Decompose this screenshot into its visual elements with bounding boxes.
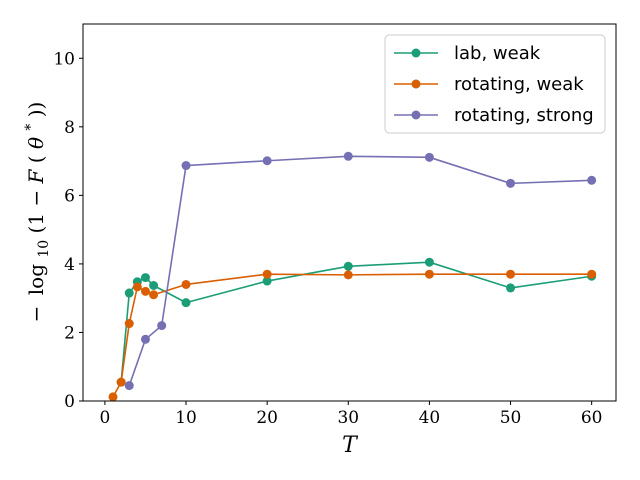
- data-point-rotating-strong: [587, 175, 597, 185]
- x-tick-label: 60: [581, 408, 603, 428]
- svg-text:− log 10 (1: − log 10 (1 − F ( θ * )): [16, 102, 53, 323]
- y-tick-label: 6: [64, 186, 75, 206]
- data-point-rotating-weak: [181, 279, 191, 289]
- y-tick-label: 10: [53, 49, 75, 69]
- data-point-rotating-weak: [587, 269, 597, 279]
- legend: lab, weak rotating, weak rotating, stron…: [384, 34, 606, 134]
- data-point-rotating-weak: [343, 270, 353, 280]
- data-point-rotating-strong: [424, 152, 434, 162]
- legend-label-lab-weak: lab, weak: [454, 43, 541, 64]
- data-point-rotating-weak: [140, 286, 150, 296]
- x-tick-label: 20: [256, 408, 278, 428]
- legend-label-rotating-strong: rotating, strong: [454, 105, 594, 126]
- x-tick-label: 40: [419, 408, 441, 428]
- y-tick-label: 4: [64, 255, 75, 275]
- data-point-lab-weak: [506, 283, 516, 293]
- data-point-lab-weak: [181, 298, 191, 308]
- x-tick-label: 10: [175, 408, 197, 428]
- data-point-lab-weak: [343, 261, 353, 271]
- y-label-open: (: [24, 155, 48, 163]
- series-line-rotating-weak: [112, 273, 592, 398]
- y-axis-ticks: 0 2 4 6 8 10: [53, 49, 83, 412]
- data-point-rotating-strong: [506, 178, 516, 188]
- data-point-rotating-weak: [424, 269, 434, 279]
- data-point-lab-weak: [262, 276, 272, 286]
- data-point-rotating-strong: [124, 381, 134, 391]
- legend-label-rotating-weak: rotating, weak: [454, 74, 584, 95]
- legend-marker-rotating-weak: [411, 79, 421, 89]
- y-tick-label: 2: [64, 323, 75, 343]
- legend-item-lab-weak: lab, weak: [394, 43, 541, 64]
- data-point-rotating-strong: [140, 334, 150, 344]
- legend-item-rotating-weak: rotating, weak: [394, 74, 584, 95]
- data-point-rotating-weak: [262, 269, 272, 279]
- data-point-lab-weak: [149, 281, 159, 291]
- x-tick-label: 50: [500, 408, 522, 428]
- plot-markers: [108, 151, 597, 402]
- x-axis-label: T: [342, 433, 359, 458]
- y-label-log: log: [24, 264, 48, 295]
- y-label-minus: −: [24, 306, 48, 323]
- legend-marker-rotating-strong: [411, 110, 421, 120]
- data-point-rotating-strong: [181, 161, 191, 171]
- data-point-rotating-strong: [262, 156, 272, 166]
- data-point-lab-weak: [140, 273, 150, 283]
- legend-item-rotating-strong: rotating, strong: [394, 105, 594, 126]
- legend-marker-lab-weak: [411, 48, 421, 58]
- x-tick-label: 30: [337, 408, 359, 428]
- y-label-mid: (1 −: [24, 183, 48, 233]
- y-label-close: )): [24, 102, 48, 118]
- axes-frame: [82, 23, 617, 402]
- data-point-lab-weak: [124, 288, 134, 298]
- data-point-rotating-weak: [132, 282, 142, 292]
- y-label-sub: 10: [36, 240, 52, 258]
- legend-box: [384, 34, 606, 134]
- data-point-rotating-weak: [124, 319, 134, 329]
- x-tick-label: 0: [99, 408, 110, 428]
- data-point-rotating-weak: [116, 377, 126, 387]
- data-point-rotating-weak: [108, 392, 118, 402]
- x-axis-ticks: 0 10 20 30 40 50 60: [99, 401, 602, 428]
- y-label-theta: θ: [24, 137, 48, 149]
- data-point-rotating-weak: [149, 290, 159, 300]
- y-label-star: *: [23, 124, 39, 131]
- y-label-f: F: [24, 168, 48, 184]
- y-axis-label: − log 10 (1 − F ( θ * )): [16, 102, 53, 323]
- y-tick-label: 8: [64, 118, 75, 138]
- data-point-lab-weak: [424, 257, 434, 267]
- data-point-rotating-weak: [506, 269, 516, 279]
- data-point-rotating-strong: [157, 321, 167, 331]
- y-tick-label: 0: [64, 392, 75, 412]
- data-point-rotating-strong: [343, 151, 353, 161]
